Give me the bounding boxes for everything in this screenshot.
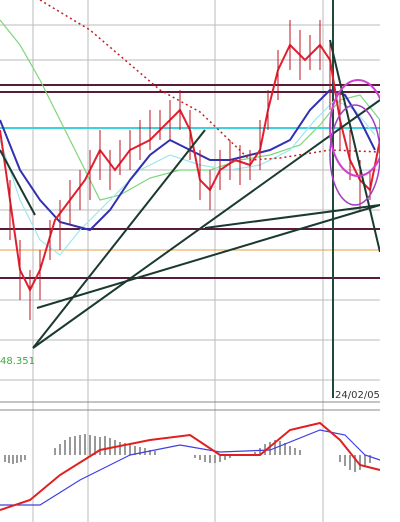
price-line bbox=[0, 43, 381, 293]
macd-line bbox=[0, 421, 381, 511]
trendlines bbox=[0, 39, 381, 349]
ma-long bbox=[0, 19, 381, 201]
ma-dotted bbox=[39, 0, 381, 161]
macd-histogram bbox=[4, 434, 371, 472]
candles bbox=[9, 20, 381, 320]
price-label: 48.351 bbox=[0, 356, 35, 367]
macd-signal bbox=[0, 429, 381, 506]
right-margin bbox=[380, 0, 400, 522]
date-label: 24/02/05.1 bbox=[335, 390, 389, 401]
